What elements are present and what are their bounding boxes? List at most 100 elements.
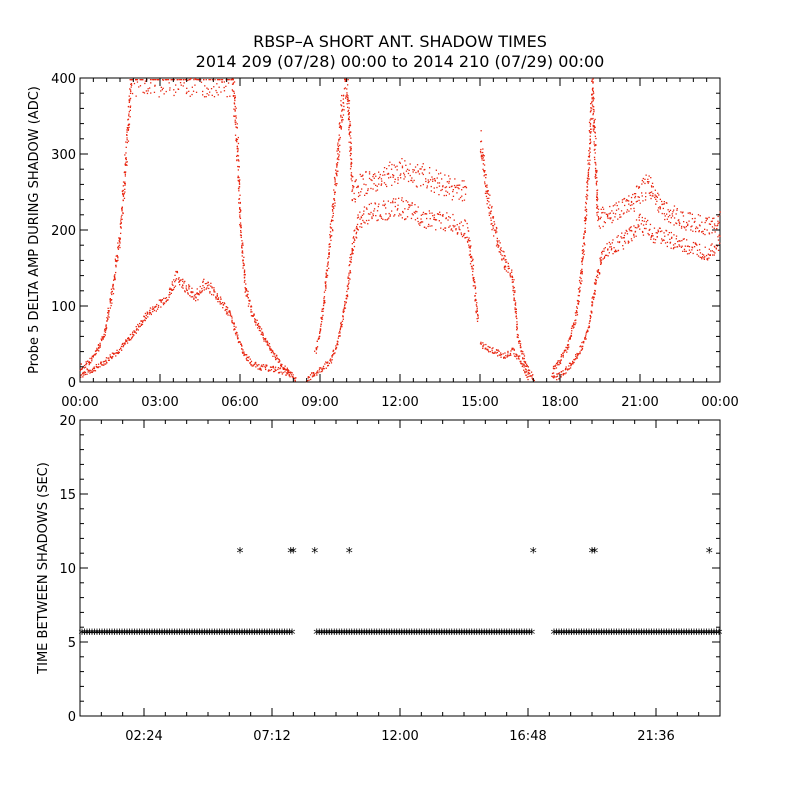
trace-point <box>106 327 108 329</box>
trace-point <box>140 320 142 322</box>
trace-point <box>119 239 121 241</box>
trace-point <box>654 194 656 196</box>
trace-point <box>405 170 408 172</box>
trace-point <box>621 201 624 203</box>
trace-point <box>111 302 113 304</box>
trace-point <box>484 170 486 172</box>
trace-point <box>661 212 663 215</box>
baseline-marker: * <box>341 627 348 643</box>
trace-point <box>336 170 338 172</box>
trace-point <box>562 354 564 356</box>
trace-point <box>642 224 645 226</box>
outlier-marker: * <box>706 546 713 562</box>
trace-point <box>453 226 455 228</box>
trace-point <box>359 194 361 196</box>
trace-point <box>684 250 686 252</box>
trace-point <box>598 273 601 275</box>
trace-point <box>258 364 260 366</box>
trace-point <box>575 355 577 358</box>
trace-point <box>400 173 402 175</box>
trace-point <box>589 125 591 127</box>
trace-point <box>125 141 127 143</box>
trace-point <box>474 281 476 284</box>
trace-point <box>347 97 349 99</box>
trace-point <box>193 295 196 297</box>
trace-point <box>425 227 427 229</box>
trace-point <box>583 236 585 238</box>
trace-point <box>483 175 485 177</box>
trace-point <box>226 306 228 308</box>
trace-point <box>348 125 351 127</box>
trace-point <box>716 245 719 247</box>
trace-point <box>238 202 240 204</box>
trace-point <box>165 79 167 81</box>
trace-point <box>126 340 128 342</box>
trace-point <box>346 295 349 298</box>
baseline-marker: * <box>701 627 708 643</box>
trace-point <box>162 302 164 304</box>
trace-point <box>558 364 560 366</box>
trace-point <box>231 321 233 324</box>
trace-point <box>168 288 171 291</box>
trace-point <box>336 148 339 150</box>
baseline-marker: * <box>588 627 595 643</box>
trace-point <box>586 330 589 332</box>
trace-point <box>127 118 130 120</box>
trace-point <box>597 269 600 271</box>
trace-point <box>341 110 343 112</box>
trace-point <box>249 358 251 360</box>
trace-point <box>520 360 522 362</box>
trace-point <box>193 297 195 299</box>
trace-point <box>380 183 383 185</box>
trace-point <box>400 177 402 179</box>
trace-point <box>564 373 566 375</box>
trace-point <box>558 378 560 380</box>
trace-point <box>353 245 356 248</box>
trace-point <box>498 354 500 356</box>
trace-point <box>594 131 596 133</box>
baseline-marker: * <box>428 627 435 643</box>
trace-point <box>178 79 180 81</box>
trace-point <box>138 326 140 328</box>
trace-point <box>591 88 594 90</box>
trace-point <box>503 257 505 259</box>
trace-point <box>434 219 436 221</box>
trace-point <box>616 250 618 253</box>
trace-point <box>472 285 474 287</box>
trace-point <box>240 224 242 226</box>
trace-point <box>498 245 500 247</box>
trace-point <box>711 226 714 228</box>
trace-point <box>350 137 352 139</box>
trace-point <box>354 180 357 182</box>
trace-point <box>462 225 464 227</box>
trace-point <box>99 366 101 368</box>
trace-point <box>602 208 605 210</box>
trace-point <box>160 300 162 302</box>
trace-point <box>236 154 239 157</box>
trace-point <box>652 193 654 195</box>
trace-point <box>378 171 380 173</box>
trace-point <box>281 373 283 375</box>
trace-point <box>340 104 342 106</box>
baseline-marker: * <box>216 627 223 643</box>
trace-point <box>124 342 126 344</box>
baseline-marker: * <box>239 627 246 643</box>
trace-point <box>688 249 691 251</box>
baseline-marker: * <box>271 627 278 643</box>
trace-point <box>361 214 364 216</box>
trace-point <box>323 297 325 299</box>
trace-point <box>681 240 683 242</box>
baseline-marker: * <box>373 627 380 643</box>
trace-point <box>116 260 118 263</box>
trace-point <box>482 345 484 348</box>
trace-point <box>130 337 133 339</box>
trace-point <box>489 351 491 353</box>
trace-point <box>474 281 476 283</box>
trace-point <box>244 279 246 282</box>
trace-point <box>256 364 258 366</box>
trace-point <box>162 79 164 81</box>
trace-point <box>571 363 573 365</box>
trace-point <box>422 211 425 214</box>
trace-point <box>483 170 485 172</box>
trace-point <box>114 277 116 279</box>
